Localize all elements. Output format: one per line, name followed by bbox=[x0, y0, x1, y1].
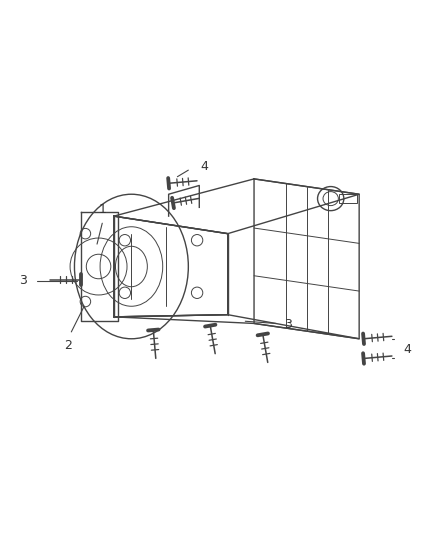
Text: 1: 1 bbox=[99, 203, 107, 216]
Text: 3: 3 bbox=[284, 318, 292, 331]
Text: 4: 4 bbox=[201, 160, 208, 173]
Text: 4: 4 bbox=[403, 343, 411, 356]
Text: 2: 2 bbox=[64, 339, 72, 352]
Text: 3: 3 bbox=[19, 274, 27, 287]
